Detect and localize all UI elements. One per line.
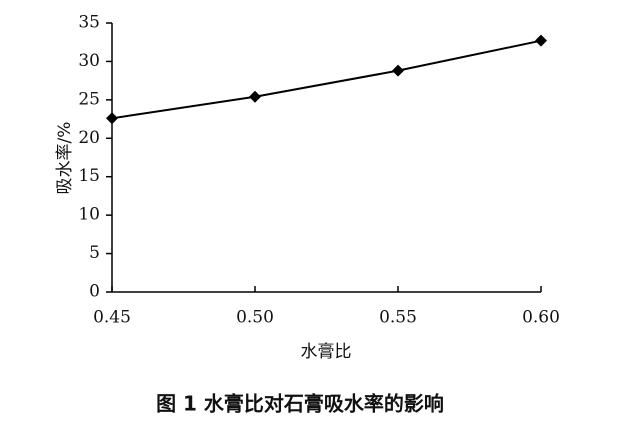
y-tick-label: 25 [78, 89, 100, 109]
y-tick-label: 5 [89, 243, 100, 263]
x-tick-label: 0.55 [379, 308, 417, 328]
y-tick-label: 0 [89, 282, 100, 302]
x-axis-label: 水膏比 [301, 341, 352, 362]
y-tick-label: 20 [78, 128, 100, 148]
data-line [111, 39, 542, 120]
y-tick-label: 15 [78, 166, 100, 186]
x-tick-label: 0.50 [236, 308, 274, 328]
data-point [392, 64, 404, 77]
x-tick-label: 0.45 [93, 308, 131, 328]
y-axis-label: 吸水率/% [55, 122, 75, 195]
chart-title: 图 1 水膏比对石膏吸水率的影响 [156, 392, 444, 416]
y-tick-label: 35 [78, 13, 100, 33]
data-point [249, 90, 261, 103]
y-tick-label: 30 [78, 51, 100, 71]
data-point [106, 112, 118, 125]
data-point [535, 34, 547, 47]
x-tick-label: 0.60 [522, 308, 560, 328]
y-tick-label: 10 [78, 205, 100, 225]
